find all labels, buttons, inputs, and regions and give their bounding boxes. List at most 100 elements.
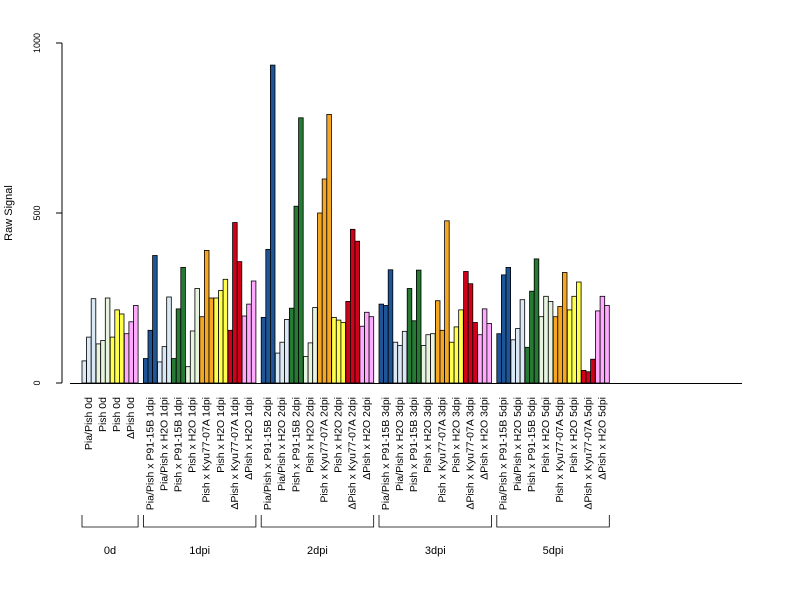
bar bbox=[425, 334, 431, 384]
bar bbox=[152, 255, 158, 384]
bar bbox=[595, 310, 601, 384]
bar bbox=[194, 288, 200, 384]
bar bbox=[420, 345, 427, 384]
x-tick-label: ΔPish x H2O 5dpi bbox=[596, 397, 608, 480]
bar bbox=[335, 319, 342, 384]
bar bbox=[505, 266, 511, 384]
bar bbox=[430, 333, 436, 384]
bar bbox=[260, 316, 267, 384]
bar bbox=[581, 370, 587, 384]
x-tick-label: Pia/Pish x H2O 1dpi bbox=[158, 397, 170, 491]
bar bbox=[317, 212, 323, 384]
x-tick-label: Pia/Pish x H2O 5dpi bbox=[512, 397, 524, 491]
bar bbox=[269, 64, 276, 384]
bar bbox=[180, 266, 186, 384]
bar bbox=[552, 316, 559, 384]
x-tick-label: Pia/Pish 0d bbox=[83, 397, 95, 450]
x-tick-label: Pish x P91-15B 2dpi bbox=[290, 397, 302, 492]
x-tick-label: Pish x H2O 5dpi bbox=[568, 397, 580, 473]
bar bbox=[213, 297, 219, 384]
bar bbox=[599, 295, 606, 384]
x-tick-label: ΔPish x Kyu77-07A 1dpi bbox=[229, 397, 241, 510]
x-tick-label: ΔPish x H2O 1dpi bbox=[243, 397, 255, 480]
bar bbox=[157, 361, 163, 384]
bar bbox=[387, 269, 394, 384]
bar bbox=[481, 308, 488, 384]
bar bbox=[515, 328, 521, 384]
bar bbox=[543, 295, 549, 384]
x-tick-label: Pia/Pish x H2O 2dpi bbox=[276, 397, 288, 491]
bar bbox=[284, 319, 290, 384]
bar bbox=[298, 117, 304, 384]
bar bbox=[415, 269, 422, 384]
bar bbox=[524, 346, 530, 384]
bar bbox=[95, 343, 102, 384]
x-tick-label: ΔPish x H2O 3dpi bbox=[479, 397, 491, 480]
bar bbox=[185, 366, 191, 384]
bar bbox=[401, 330, 408, 384]
bar bbox=[293, 205, 299, 384]
x-tick-label: Pish 0d bbox=[111, 397, 123, 432]
bar bbox=[222, 278, 229, 384]
bars bbox=[81, 64, 610, 384]
group-bracket bbox=[143, 515, 257, 528]
bar bbox=[236, 261, 243, 384]
y-axis-label: Raw Signal bbox=[3, 185, 15, 241]
y-axis: 0 500 1000 bbox=[32, 33, 63, 386]
x-tick-label: ΔPish x Kyu77-07A 5dpi bbox=[582, 397, 594, 510]
x-tick-label: ΔPish x Kyu77-07A 3dpi bbox=[465, 397, 477, 510]
bar bbox=[349, 228, 356, 384]
bar bbox=[449, 341, 455, 384]
bar bbox=[147, 329, 153, 384]
x-tick-label: Pia/Pish x P91-15B 1dpi bbox=[144, 397, 156, 510]
bar bbox=[123, 333, 130, 384]
bar bbox=[354, 240, 360, 384]
bar bbox=[566, 309, 573, 384]
bar bbox=[312, 307, 318, 384]
bar bbox=[175, 308, 182, 384]
bar bbox=[331, 316, 337, 384]
bar bbox=[378, 303, 384, 384]
x-tick-label: Pish x P91-15B 1dpi bbox=[173, 397, 185, 492]
bar bbox=[392, 341, 399, 384]
bar bbox=[467, 283, 474, 384]
bar bbox=[326, 114, 332, 384]
bar bbox=[411, 320, 417, 384]
group-label: 3dpi bbox=[425, 545, 446, 557]
group-bracket bbox=[260, 515, 375, 528]
bar bbox=[547, 300, 554, 384]
group-brackets: 0d 1dpi 2dpi 3dpi 5dpi bbox=[81, 515, 610, 557]
bar bbox=[199, 316, 205, 384]
bar bbox=[250, 280, 257, 384]
bar bbox=[246, 303, 252, 384]
bar bbox=[218, 290, 224, 384]
bar bbox=[171, 358, 177, 384]
x-tick-label: Pish x H2O 3dpi bbox=[450, 397, 462, 473]
bar bbox=[81, 360, 87, 384]
bar bbox=[604, 305, 610, 384]
bar bbox=[406, 288, 413, 384]
bar bbox=[472, 322, 478, 384]
bar bbox=[279, 341, 285, 384]
bar bbox=[359, 325, 365, 384]
x-tick-label: Pish x H2O 2dpi bbox=[304, 397, 316, 473]
bar bbox=[434, 300, 441, 384]
bar bbox=[161, 346, 168, 384]
bar bbox=[439, 329, 445, 384]
x-tick-label: Pish x H2O 3dpi bbox=[422, 397, 434, 473]
x-tick-label: Pia/Pish x P91-15B 5dpi bbox=[498, 397, 510, 510]
group-label: 5dpi bbox=[543, 545, 564, 557]
bar bbox=[585, 371, 591, 384]
bar bbox=[265, 248, 271, 384]
bar bbox=[576, 281, 582, 384]
bar bbox=[500, 274, 507, 384]
bar bbox=[142, 358, 149, 384]
bar bbox=[232, 222, 238, 384]
group-bracket bbox=[378, 515, 492, 528]
bar bbox=[397, 345, 403, 384]
bar bbox=[340, 322, 346, 384]
x-tick-label: Pish x P91-15B 3dpi bbox=[408, 397, 420, 492]
bar bbox=[104, 297, 111, 384]
x-tick-label: Pish x P91-15B 5dpi bbox=[526, 397, 538, 492]
